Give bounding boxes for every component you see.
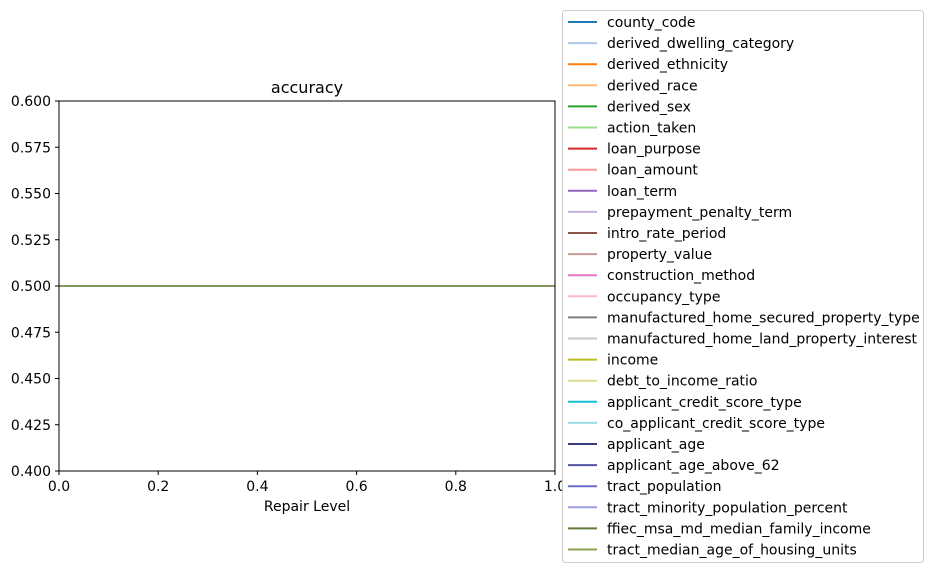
x-tick-label: 0.2: [147, 479, 169, 495]
y-tick-label: 0.600: [11, 94, 51, 110]
legend-label: manufactured_home_land_property_interest: [607, 332, 918, 348]
x-tick-label: 0.0: [48, 479, 70, 495]
legend-label: income: [607, 353, 658, 369]
legend-label: applicant_age_above_62: [607, 458, 780, 474]
legend-label: ffiec_msa_md_median_family_income: [607, 521, 871, 537]
legend-entry: tract_median_age_of_housing_units: [568, 543, 857, 559]
legend-frame: [562, 10, 924, 563]
legend-label: loan_amount: [607, 163, 698, 179]
legend-entry: derived_dwelling_category: [568, 36, 794, 52]
legend-label: prepayment_penalty_term: [607, 205, 792, 221]
legend-entry: manufactured_home_land_property_interest: [568, 332, 918, 348]
y-tick-label: 0.550: [11, 187, 51, 203]
legend-entry: applicant_age_above_62: [568, 458, 780, 474]
x-tick-label: 0.8: [445, 479, 467, 495]
legend-label: derived_sex: [607, 99, 691, 115]
legend-entry: debt_to_income_ratio: [568, 374, 758, 390]
legend-entry: loan_amount: [568, 163, 698, 179]
chart-title: accuracy: [271, 78, 343, 97]
legend-entry: tract_minority_population_percent: [568, 500, 848, 516]
legend-entry: manufactured_home_secured_property_type: [568, 310, 920, 326]
legend-label: construction_method: [607, 268, 755, 284]
legend-label: co_applicant_credit_score_type: [607, 416, 825, 432]
legend-entry: applicant_credit_score_type: [568, 395, 802, 411]
legend-label: applicant_age: [607, 437, 705, 453]
legend-label: derived_ethnicity: [607, 57, 728, 73]
legend-label: derived_dwelling_category: [607, 36, 794, 52]
y-tick-label: 0.575: [11, 140, 51, 156]
legend-label: tract_minority_population_percent: [607, 500, 848, 516]
legend-entry: occupancy_type: [568, 289, 720, 305]
y-tick-label: 0.425: [11, 418, 51, 434]
legend-entry: construction_method: [568, 268, 755, 284]
legend-entry: loan_purpose: [568, 142, 701, 158]
legend-entry: intro_rate_period: [568, 226, 726, 242]
legend-label: debt_to_income_ratio: [607, 374, 758, 390]
legend-label: applicant_credit_score_type: [607, 395, 802, 411]
legend-label: loan_purpose: [607, 142, 701, 158]
legend-label: tract_median_age_of_housing_units: [607, 543, 857, 559]
x-tick-label: 0.4: [246, 479, 268, 495]
y-tick-label: 0.450: [11, 372, 51, 388]
legend-entry: co_applicant_credit_score_type: [568, 416, 825, 432]
y-tick-label: 0.475: [11, 325, 51, 341]
legend-label: loan_term: [607, 184, 677, 200]
legend-entry: derived_sex: [568, 99, 691, 115]
legend-entry: property_value: [568, 247, 712, 263]
x-axis-label: Repair Level: [264, 499, 350, 515]
legend-entry: loan_term: [568, 184, 677, 200]
legend-entry: derived_ethnicity: [568, 57, 728, 73]
legend-label: action_taken: [607, 121, 696, 137]
legend-entry: derived_race: [568, 78, 698, 94]
legend-label: county_code: [607, 15, 696, 31]
y-tick-label: 0.525: [11, 233, 51, 249]
legend-label: occupancy_type: [607, 289, 720, 305]
legend-entry: ffiec_msa_md_median_family_income: [568, 521, 871, 537]
y-tick-label: 0.400: [11, 464, 51, 480]
legend-entry: applicant_age: [568, 437, 705, 453]
legend-label: tract_population: [607, 479, 722, 495]
legend-entry: prepayment_penalty_term: [568, 205, 792, 221]
y-axis-ticks: 0.400 0.425 0.450 0.475 0.500 0.525 0.550 0.575…: [11, 94, 59, 480]
legend-label: manufactured_home_secured_property_type: [607, 310, 920, 326]
legend-entry: income: [568, 353, 658, 369]
y-tick-label: 0.500: [11, 279, 51, 295]
x-axis-ticks: 0.0 0.2 0.4 0.6 0.8 1.0: [48, 471, 566, 495]
legend-entry: county_code: [568, 15, 696, 31]
legend: county_code derived_dwelling_categoryderi…: [562, 10, 924, 563]
legend-entry: tract_population: [568, 479, 722, 495]
legend-label: intro_rate_period: [607, 226, 726, 242]
x-tick-label: 0.6: [345, 479, 367, 495]
legend-entry: action_taken: [568, 121, 696, 137]
legend-label: property_value: [607, 247, 712, 263]
legend-label: derived_race: [607, 78, 698, 94]
x-tick-label: 1.0: [544, 479, 566, 495]
